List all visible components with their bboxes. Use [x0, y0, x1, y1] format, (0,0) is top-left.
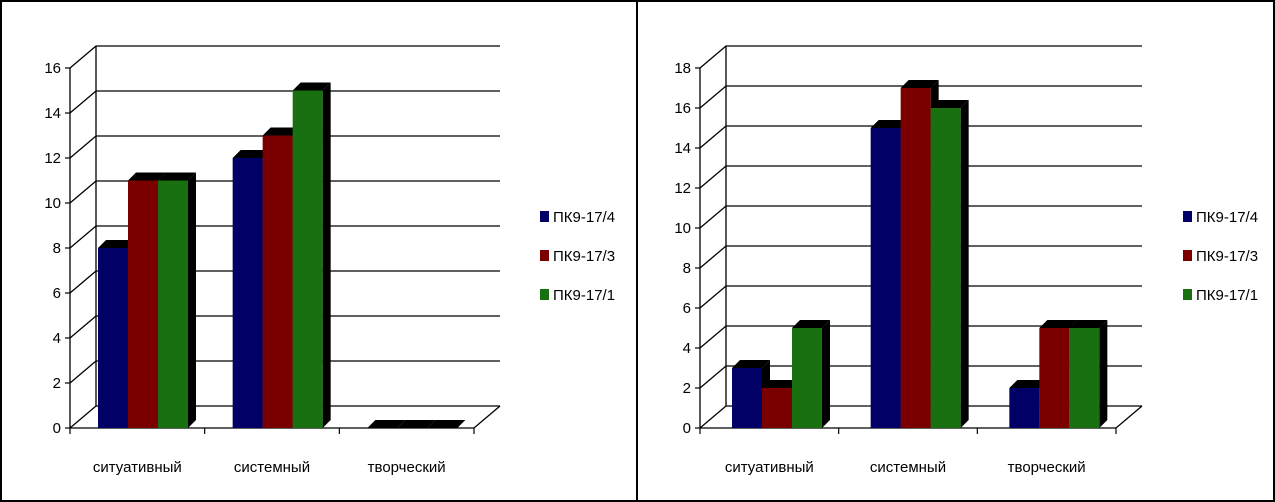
- bar-top: [367, 420, 406, 428]
- x-category-label: творческий: [1008, 459, 1086, 476]
- legend-label-пк9-17-3: ПК9-17/3: [553, 248, 615, 265]
- chart-left: 0 2 4 6 8 10 12 14 16 ситуативный системный творчес…: [44, 45, 615, 476]
- bar-пк9-17-1-творческий: [427, 420, 466, 428]
- bar-front: [98, 248, 128, 428]
- bar-front: [930, 108, 961, 428]
- bar-front: [870, 128, 901, 428]
- bar-front: [1009, 388, 1040, 428]
- y-tick-label: 4: [53, 330, 61, 347]
- chart-right: 0 2 4 6 8 10 12 14 16 18 ситуативный системный творч…: [674, 45, 1258, 476]
- bar-top: [158, 172, 196, 181]
- bar-top: [262, 127, 301, 136]
- bar-top: [427, 420, 466, 428]
- y-tick-label: 12: [674, 180, 691, 197]
- bar-top: [930, 100, 969, 108]
- legend-swatch-пк9-17-3: [1183, 250, 1192, 261]
- bar-top: [792, 320, 830, 328]
- bar-top: [870, 120, 909, 128]
- bar-front: [762, 388, 792, 428]
- y-tick-label: 16: [674, 100, 691, 117]
- bar-front: [732, 368, 762, 428]
- bar-side: [1099, 320, 1108, 428]
- legend-label-пк9-17-3: ПК9-17/3: [1196, 248, 1258, 265]
- y-tick-label: 14: [44, 105, 61, 122]
- bar-front: [900, 88, 931, 428]
- bar-top: [1069, 320, 1108, 328]
- bar-side: [188, 172, 196, 428]
- legend-label-пк9-17-4: ПК9-17/4: [1196, 209, 1258, 226]
- x-category-label: ситуативный: [725, 459, 814, 476]
- bar-front: [792, 328, 822, 428]
- bar-top: [98, 240, 136, 248]
- bar-top: [1039, 320, 1078, 328]
- bar-side: [322, 82, 331, 428]
- bar-top: [128, 172, 166, 181]
- bar-side: [822, 320, 830, 428]
- bar-пк9-17-1-системный: [292, 82, 331, 428]
- bar-пк9-17-1-творческий: [1069, 320, 1108, 428]
- y-tick-label: 8: [683, 260, 691, 277]
- bar-front: [158, 180, 188, 428]
- bar-front: [292, 90, 323, 428]
- x-category-label: системный: [870, 459, 946, 476]
- legend-swatch-пк9-17-4: [540, 211, 549, 222]
- legend-swatch-пк9-17-4: [1183, 211, 1192, 222]
- legend-swatch-пк9-17-3: [540, 250, 549, 261]
- bar-top: [292, 82, 331, 91]
- y-tick-label: 14: [674, 140, 691, 157]
- bar-top: [732, 360, 770, 368]
- bar-front: [1039, 328, 1070, 428]
- y-tick-label: 18: [674, 60, 691, 77]
- y-tick-label: 16: [44, 60, 61, 77]
- bar-front: [232, 158, 263, 428]
- x-category-label: ситуативный: [93, 459, 182, 476]
- y-tick-label: 0: [683, 420, 691, 437]
- bar-top: [1009, 380, 1048, 388]
- bar-front: [262, 135, 293, 428]
- y-tick-label: 6: [683, 300, 691, 317]
- bar-top: [900, 80, 939, 88]
- y-tick-label: 4: [683, 340, 691, 357]
- y-tick-label: 10: [44, 195, 61, 212]
- bar-пк9-17-1-ситуативный: [792, 320, 830, 428]
- y-tick-label: 12: [44, 150, 61, 167]
- y-tick-label: 0: [53, 420, 61, 437]
- x-category-label: творческий: [368, 459, 446, 476]
- x-category-label: системный: [234, 459, 310, 476]
- y-tick-label: 2: [683, 380, 691, 397]
- legend-label-пк9-17-1: ПК9-17/1: [1196, 287, 1258, 304]
- legend-swatch-пк9-17-1: [540, 289, 549, 300]
- bar-top: [232, 150, 271, 158]
- bar-top: [762, 380, 800, 388]
- y-tick-label: 2: [53, 375, 61, 392]
- bar-пк9-17-1-системный: [930, 100, 969, 428]
- legend-swatch-пк9-17-1: [1183, 289, 1192, 300]
- bar-top: [397, 420, 436, 428]
- legend-label-пк9-17-4: ПК9-17/4: [553, 209, 615, 226]
- bar-front: [1069, 328, 1100, 428]
- legend-label-пк9-17-1: ПК9-17/1: [553, 287, 615, 304]
- bar-пк9-17-4-творческий: [367, 420, 406, 428]
- y-tick-label: 10: [674, 220, 691, 237]
- y-tick-label: 6: [53, 285, 61, 302]
- bar-side: [960, 100, 969, 428]
- bar-пк9-17-3-творческий: [397, 420, 436, 428]
- bar-пк9-17-1-ситуативный: [158, 172, 196, 428]
- bar-front: [128, 180, 158, 428]
- y-tick-label: 8: [53, 240, 61, 257]
